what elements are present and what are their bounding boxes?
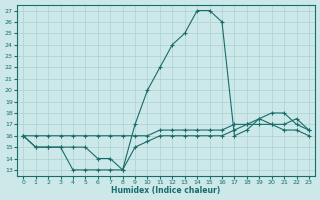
- X-axis label: Humidex (Indice chaleur): Humidex (Indice chaleur): [111, 186, 221, 195]
